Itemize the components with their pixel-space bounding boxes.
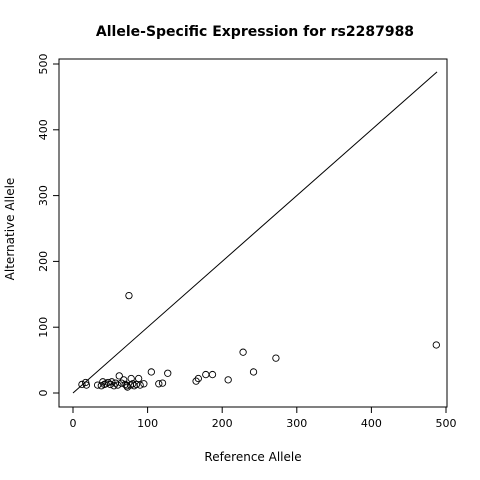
data-point [120,376,128,384]
data-point [121,380,129,389]
y-axis: 0 100 200 300 400 500 [37,54,59,397]
chart-title: Allele-Specific Expression for rs2287988 [96,24,414,40]
x-tick-label: 400 [361,417,382,430]
data-point [134,374,143,383]
data-point [125,291,133,300]
data-point [164,369,172,377]
y-tick-label: 400 [37,119,50,140]
y-tick-label: 500 [37,54,50,75]
x-tick-label: 200 [212,417,233,430]
data-point [432,341,440,349]
x-axis: 0 100 200 300 400 500 [70,407,457,430]
data-point [82,381,91,389]
y-tick-label: 100 [37,317,50,338]
data-point [158,379,167,387]
data-point [208,370,217,379]
reference-line [72,71,438,394]
y-tick-label: 300 [37,185,50,206]
x-tick-label: 300 [286,417,307,430]
data-point [239,348,247,356]
x-axis-label: Reference Allele [204,450,301,464]
x-tick-label: 0 [70,417,77,430]
y-tick-label: 200 [37,251,50,272]
data-point [140,380,148,388]
plot-area [58,58,448,408]
data-point [127,374,135,383]
y-axis-label: Alternative Allele [3,178,17,281]
data-point [194,374,202,383]
data-point [136,381,144,389]
x-tick-label: 100 [137,417,158,430]
data-points [78,291,440,391]
data-point [155,380,163,388]
x-tick-label: 500 [436,417,457,430]
data-point [202,370,210,379]
data-point [192,377,200,385]
y-tick-label: 0 [37,390,50,397]
data-point [147,368,155,376]
data-point [224,376,232,384]
data-point [78,380,86,389]
data-point [115,372,123,380]
data-point [104,378,112,387]
data-point [129,380,137,388]
data-point [108,378,116,386]
data-point [272,354,280,362]
data-point [114,381,122,389]
data-point [249,368,258,376]
